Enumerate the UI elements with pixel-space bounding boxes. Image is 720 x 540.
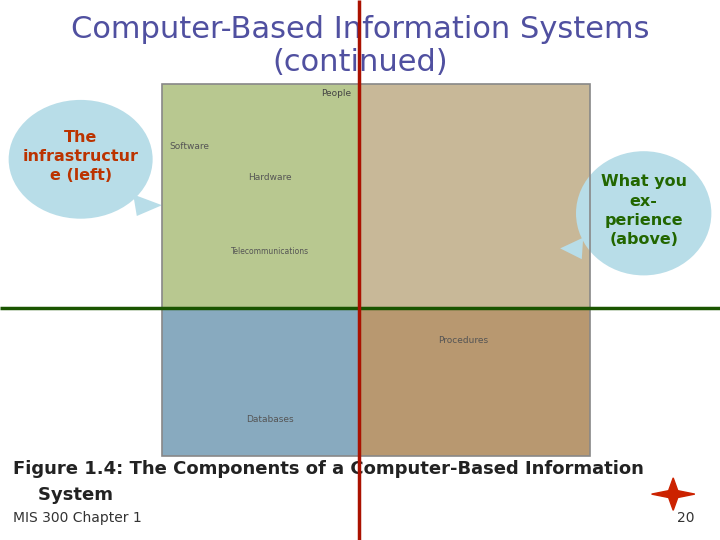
FancyBboxPatch shape	[162, 84, 359, 308]
Polygon shape	[560, 238, 583, 259]
Text: The
infrastructur
e (left): The infrastructur e (left)	[22, 130, 139, 183]
FancyBboxPatch shape	[162, 308, 359, 456]
Text: Procedures: Procedures	[438, 336, 488, 345]
Text: People: People	[321, 89, 351, 98]
Ellipse shape	[9, 100, 153, 219]
FancyBboxPatch shape	[359, 308, 590, 456]
Ellipse shape	[576, 151, 711, 275]
Text: System: System	[13, 486, 113, 504]
FancyBboxPatch shape	[359, 84, 590, 308]
Text: MIS 300 Chapter 1: MIS 300 Chapter 1	[13, 511, 142, 525]
Text: Software: Software	[169, 142, 210, 151]
Text: What you
ex-
perience
(above): What you ex- perience (above)	[600, 174, 687, 247]
Polygon shape	[652, 478, 695, 510]
Text: Hardware: Hardware	[248, 173, 292, 183]
Text: Databases: Databases	[246, 415, 294, 424]
Text: 20: 20	[677, 511, 694, 525]
Text: Telecommunications: Telecommunications	[231, 247, 309, 256]
Text: Computer-Based Information Systems: Computer-Based Information Systems	[71, 15, 649, 44]
Text: Figure 1.4: The Components of a Computer-Based Information: Figure 1.4: The Components of a Computer…	[13, 460, 644, 478]
Text: (continued): (continued)	[272, 48, 448, 77]
Polygon shape	[133, 194, 162, 216]
